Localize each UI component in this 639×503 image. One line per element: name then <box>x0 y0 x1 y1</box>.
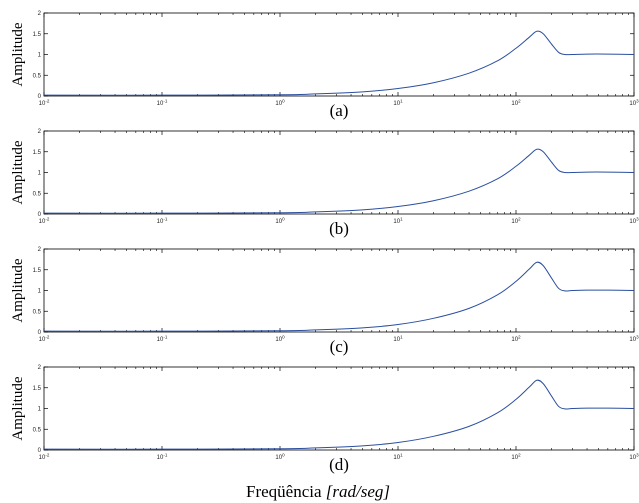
x-tick-label: 102 <box>511 453 521 462</box>
y-tick-label: 1.5 <box>33 386 42 392</box>
panel-label: (c) <box>330 337 349 356</box>
y-tick-label: 2 <box>38 11 42 17</box>
y-tick-label: 0.5 <box>33 73 42 79</box>
panel-label: (a) <box>330 101 349 120</box>
y-axis-label: Amplitude <box>10 376 26 441</box>
x-tick-label: 100 <box>275 99 285 108</box>
panel-0: 10-2 10-1 100 101 102 103 0 0.5 1 1.5 2 Amplitude (a… <box>10 11 639 120</box>
panel-label: (b) <box>329 219 349 238</box>
y-tick-label: 2 <box>38 247 42 253</box>
x-tick-label: 10-2 <box>39 217 50 226</box>
x-tick-label: 103 <box>629 99 639 108</box>
y-tick-label: 1.5 <box>33 150 42 156</box>
x-tick-label: 10-1 <box>157 453 168 462</box>
series-line-0 <box>43 30 635 96</box>
x-tick-label: 100 <box>275 335 285 344</box>
y-axis-label: Amplitude <box>10 140 26 205</box>
y-tick-label: 0.5 <box>33 191 42 197</box>
y-tick-label: 2 <box>38 365 42 371</box>
x-axis-label: Freqüência [rad/seg] <box>246 482 390 501</box>
y-tick-label: 1.5 <box>33 268 42 274</box>
plot-frame <box>43 366 635 451</box>
x-tick-label: 10-2 <box>39 335 50 344</box>
plot-frame <box>43 248 635 333</box>
x-tick-label: 100 <box>275 453 285 462</box>
series-line-0 <box>43 261 635 332</box>
y-axis-label: Amplitude <box>10 22 26 87</box>
y-tick-label: 1 <box>38 171 42 177</box>
series-line-0 <box>43 148 635 214</box>
x-tick-label: 101 <box>393 217 403 226</box>
y-axis-label: Amplitude <box>10 258 26 323</box>
x-tick-label: 10-2 <box>39 453 50 462</box>
x-tick-label: 10-2 <box>39 99 50 108</box>
y-tick-label: 0 <box>38 212 42 218</box>
panel-label: (d) <box>329 455 349 474</box>
x-tick-label: 10-1 <box>157 217 168 226</box>
plot-frame <box>43 12 635 97</box>
y-tick-label: 0.5 <box>33 427 42 433</box>
y-tick-label: 0 <box>38 330 42 336</box>
plot-frame <box>43 130 635 215</box>
panels: 10-2 10-1 100 101 102 10300.511.52Amplitude(a… <box>10 11 639 474</box>
x-tick-label: 101 <box>393 335 403 344</box>
x-tick-label: 101 <box>393 99 403 108</box>
y-tick-label: 1 <box>38 289 42 295</box>
x-tick-label: 102 <box>511 99 521 108</box>
y-tick-label: 1 <box>38 53 42 59</box>
x-tick-label: 103 <box>629 217 639 226</box>
y-tick-label: 0.5 <box>33 309 42 315</box>
x-tick-label: 103 <box>629 453 639 462</box>
series-line-0 <box>43 379 635 450</box>
x-axis-label-units: [rad/seg] <box>326 482 390 501</box>
x-tick-label: 10-1 <box>157 99 168 108</box>
x-tick-label: 100 <box>275 217 285 226</box>
x-tick-label: 102 <box>511 335 521 344</box>
x-axis-label-text: Freqüência <box>246 482 326 501</box>
panel-2: 10-2 10-1 100 101 102 103 0 0.5 1 1.5 2 Amplitude (c… <box>10 247 639 356</box>
y-tick-label: 1.5 <box>33 32 42 38</box>
x-tick-label: 10-1 <box>157 335 168 344</box>
panel-1: 10-2 10-1 100 101 102 103 0 0.5 1 1.5 2 Amplitude (b… <box>10 129 639 238</box>
x-tick-label: 103 <box>629 335 639 344</box>
y-tick-label: 0 <box>38 94 42 100</box>
y-tick-label: 0 <box>38 448 42 454</box>
y-tick-label: 1 <box>38 407 42 413</box>
panel-3: 10-2 10-1 100 101 102 103 0 0.5 1 1.5 2 Amplitude (d… <box>10 365 639 474</box>
y-tick-label: 2 <box>38 129 42 135</box>
x-tick-label: 101 <box>393 453 403 462</box>
x-tick-label: 102 <box>511 217 521 226</box>
